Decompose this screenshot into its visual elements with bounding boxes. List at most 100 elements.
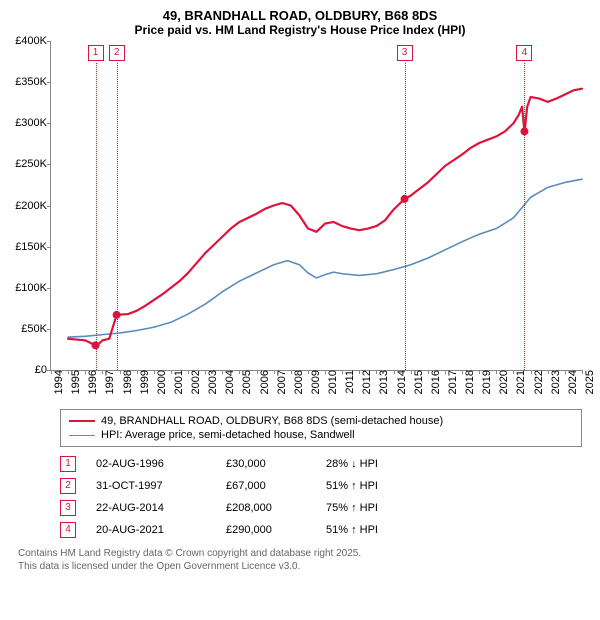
event-row: 322-AUG-2014£208,00075% ↑ HPI [60,497,582,519]
chart-svg [51,41,582,370]
y-axis-tick [47,123,51,124]
legend-item: 49, BRANDHALL ROAD, OLDBURY, B68 8DS (se… [69,414,573,428]
x-axis-tick [445,370,446,374]
x-axis-label: 2019 [475,370,493,394]
x-axis-label: 2006 [253,370,271,394]
y-axis-tick [47,288,51,289]
event-row: 231-OCT-1997£67,00051% ↑ HPI [60,475,582,497]
y-axis-label: £150K [15,241,51,253]
event-date: 31-OCT-1997 [96,480,206,492]
x-axis-label: 2025 [578,370,596,394]
x-axis-label: 2010 [321,370,339,394]
x-axis-tick [137,370,138,374]
y-axis-label: £200K [15,200,51,212]
legend-label: HPI: Average price, semi-detached house,… [101,429,355,441]
x-axis-label: 2005 [235,370,253,394]
x-axis-label: 2013 [372,370,390,394]
x-axis-tick [565,370,566,374]
sale-marker-box: 4 [516,45,532,61]
x-axis-label: 2015 [407,370,425,394]
x-axis-label: 2023 [544,370,562,394]
x-axis-tick [257,370,258,374]
x-axis-tick [496,370,497,374]
x-axis-tick [239,370,240,374]
chart-subtitle: Price paid vs. HM Land Registry's House … [0,23,600,41]
x-axis-tick [325,370,326,374]
x-axis-label: 2012 [355,370,373,394]
x-axis-label: 2017 [441,370,459,394]
y-axis-tick [47,41,51,42]
x-axis-label: 2011 [338,370,356,394]
x-axis-tick [548,370,549,374]
hpi-line [68,179,582,337]
event-table: 102-AUG-1996£30,00028% ↓ HPI231-OCT-1997… [60,453,582,541]
sale-marker-line [117,63,118,370]
x-axis-tick [479,370,480,374]
event-price: £290,000 [226,524,306,536]
x-axis-label: 2008 [287,370,305,394]
y-axis-label: £250K [15,158,51,170]
x-axis-tick [154,370,155,374]
event-row: 4 20-AUG-2021 £290,000 51% ↑ HPI [60,519,582,541]
sale-marker-line [524,63,525,370]
y-axis-label: £100K [15,282,51,294]
y-axis-tick [47,247,51,248]
x-axis-label: 2021 [509,370,527,394]
event-date: 20-AUG-2021 [96,524,206,536]
y-axis-tick [47,329,51,330]
event-delta: 51% ↑ HPI [326,524,416,536]
sale-marker-line [405,63,406,370]
plot-region: £0£50K£100K£150K£200K£250K£300K£350K£400… [50,41,582,371]
x-axis-label: 2002 [184,370,202,394]
x-axis-tick [531,370,532,374]
x-axis-label: 1997 [98,370,116,394]
price-paid-line [68,89,582,346]
event-date: 22-AUG-2014 [96,502,206,514]
x-axis-label: 1998 [116,370,134,394]
chart-title: 49, BRANDHALL ROAD, OLDBURY, B68 8DS [0,0,600,23]
x-axis-tick [376,370,377,374]
x-axis-label: 2001 [167,370,185,394]
event-price: £67,000 [226,480,306,492]
y-axis-tick [47,82,51,83]
x-axis-label: 2020 [492,370,510,394]
x-axis-label: 2009 [304,370,322,394]
chart-area: £0£50K£100K£150K£200K£250K£300K£350K£400… [50,41,582,401]
legend-label: 49, BRANDHALL ROAD, OLDBURY, B68 8DS (se… [101,415,443,427]
x-axis-label: 1999 [133,370,151,394]
x-axis-label: 1995 [64,370,82,394]
x-axis-tick [274,370,275,374]
y-axis-tick [47,164,51,165]
event-row: 102-AUG-1996£30,00028% ↓ HPI [60,453,582,475]
x-axis-tick [188,370,189,374]
x-axis-tick [51,370,52,374]
event-marker-number: 4 [60,522,76,538]
x-axis-label: 2018 [458,370,476,394]
x-axis-tick [291,370,292,374]
event-delta: 51% ↑ HPI [326,480,416,492]
x-axis-tick [513,370,514,374]
x-axis-tick [462,370,463,374]
x-axis-tick [68,370,69,374]
x-axis-label: 2022 [527,370,545,394]
x-axis-tick [102,370,103,374]
x-axis-label: 1996 [81,370,99,394]
x-axis-label: 2004 [218,370,236,394]
x-axis-label: 2007 [270,370,288,394]
x-axis-tick [342,370,343,374]
legend-swatch [69,420,95,422]
legend: 49, BRANDHALL ROAD, OLDBURY, B68 8DS (se… [60,409,582,447]
event-marker-number: 3 [60,500,76,516]
x-axis-label: 2003 [201,370,219,394]
legend-swatch [69,435,95,436]
y-axis-tick [47,206,51,207]
x-axis-tick [222,370,223,374]
x-axis-tick [582,370,583,374]
event-marker-number: 1 [60,456,76,472]
x-axis-tick [171,370,172,374]
y-axis-label: £350K [15,76,51,88]
x-axis-tick [85,370,86,374]
event-delta: 75% ↑ HPI [326,502,416,514]
sale-marker-box: 3 [397,45,413,61]
y-axis-label: £400K [15,35,51,47]
